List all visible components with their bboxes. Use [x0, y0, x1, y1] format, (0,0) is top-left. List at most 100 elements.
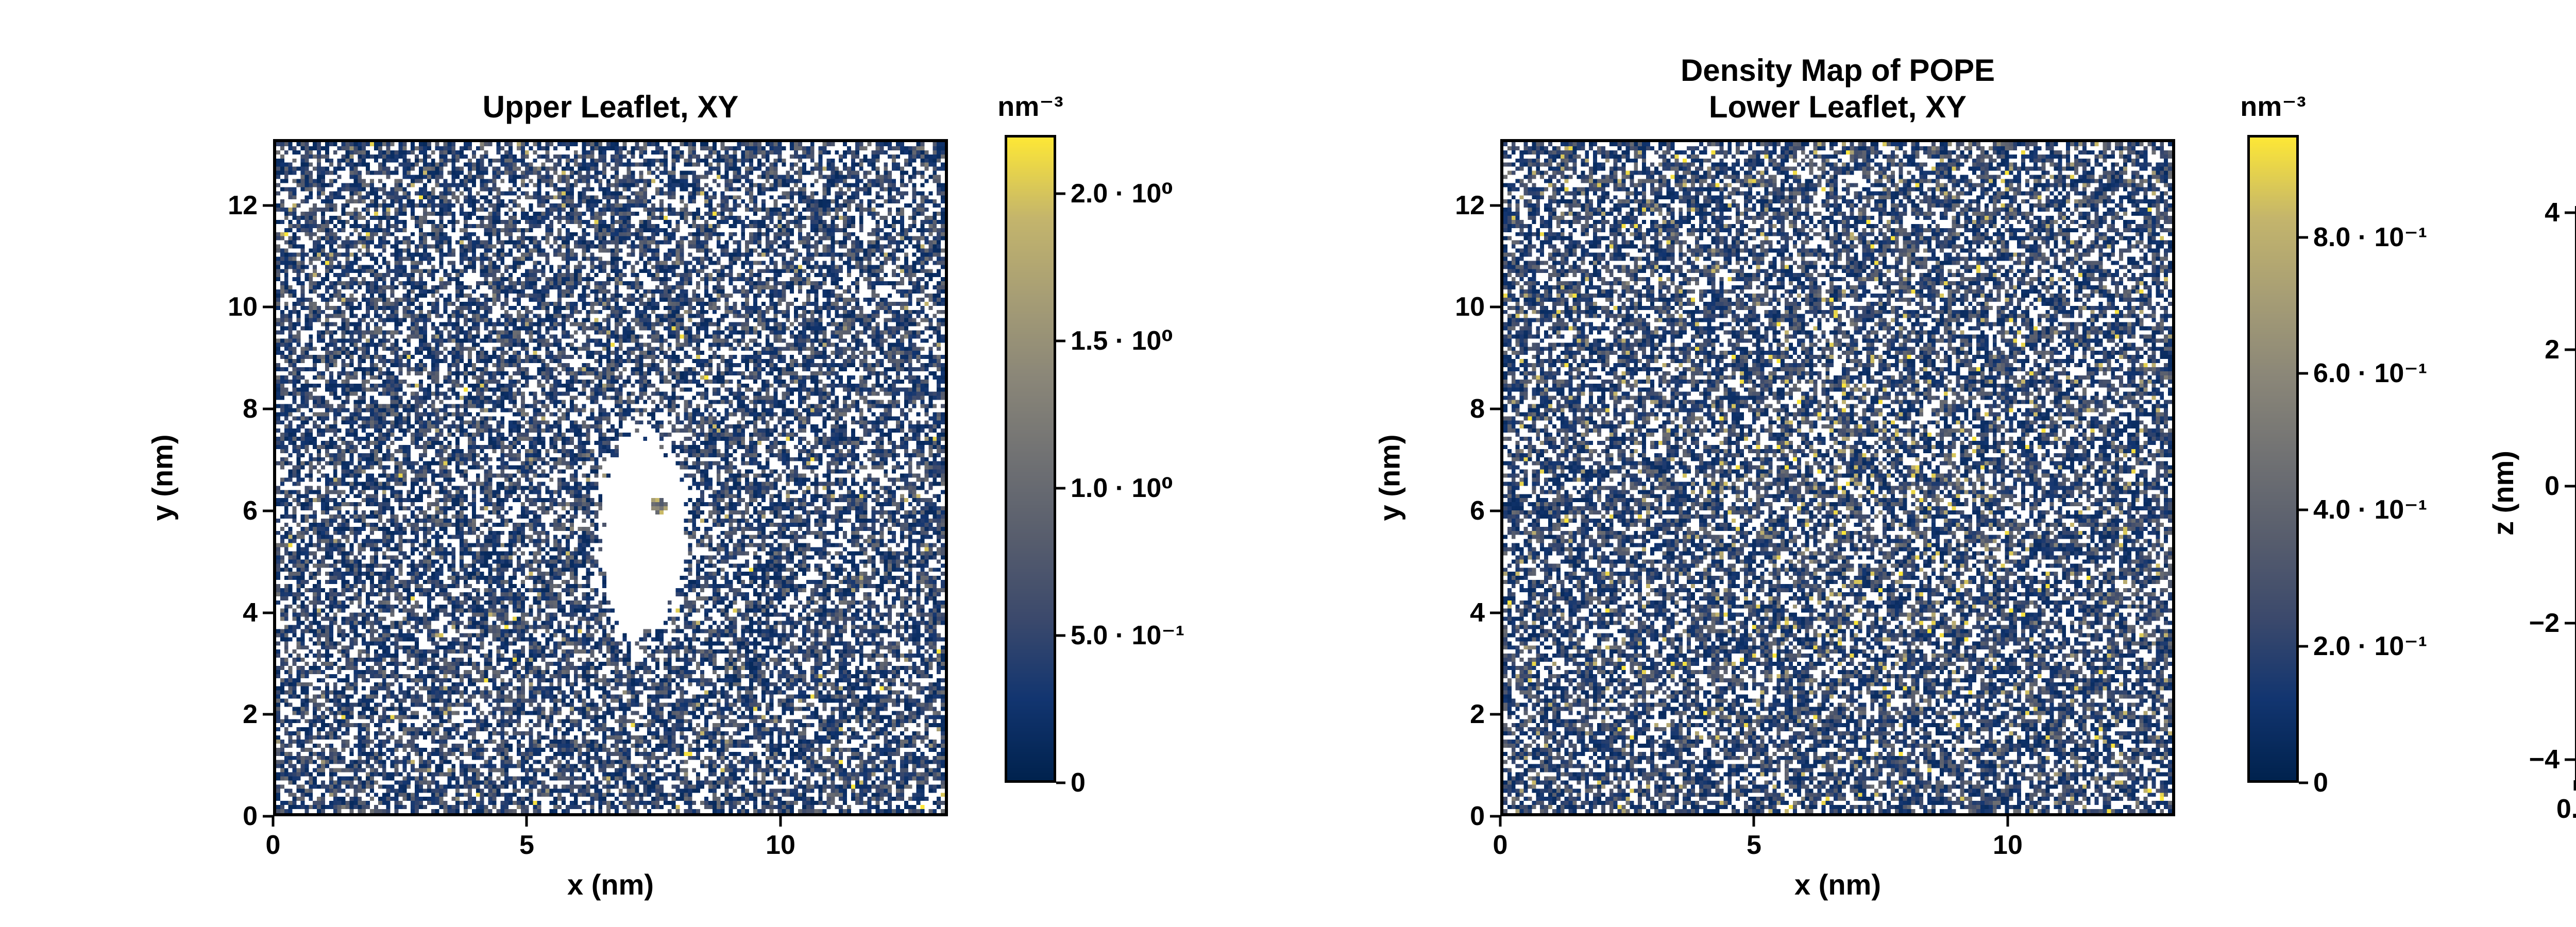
y-tick-label: 2 [1470, 699, 1485, 730]
density-heatmap-canvas [1503, 142, 2172, 813]
colorbar-tick-mark [2299, 508, 2308, 511]
y-axis-label: y (nm) [146, 434, 179, 521]
y-tick-mark [1490, 204, 1500, 207]
x-tick-label: 0 [1493, 830, 1508, 860]
colorbar-tick-mark [1056, 781, 1065, 784]
y-tick-mark [263, 407, 273, 410]
colorbar-tick-mark [1056, 634, 1065, 637]
colorbar-tick-mark [1056, 339, 1065, 342]
y-tick-label: 2 [243, 699, 258, 730]
y-tick-label: −2 [2529, 608, 2560, 638]
y-axis-label-wrap: y (nm) [1369, 139, 1410, 816]
colorbar-tick-label: 0 [1071, 768, 1086, 798]
plot-area [1500, 139, 2175, 816]
y-tick-label: 4 [2545, 198, 2560, 228]
colorbar-upper-leaflet: nm⁻³ 0 5.0 · 10⁻¹ 1.0 · 10⁰ 1.5 · 10⁰ 2.0 · … [997, 91, 1184, 798]
y-tick-mark [2565, 622, 2575, 625]
y-tick-label: −4 [2529, 745, 2560, 775]
colorbar-unit-label: nm⁻³ [997, 91, 1063, 122]
x-axis-label: x (nm) [1794, 868, 1881, 901]
y-tick-label: 10 [1455, 292, 1485, 322]
y-tick-mark [263, 204, 273, 207]
colorbar-tick-mark [1056, 192, 1065, 195]
colorbar-tick-mark [2299, 781, 2308, 784]
x-tick-mark [272, 816, 275, 827]
colorbar-tick-mark [1056, 487, 1065, 490]
y-tick-label: 0 [2545, 471, 2560, 502]
colorbar-tick-label: 6.0 · 10⁻¹ [2313, 358, 2428, 389]
y-tick-mark [1490, 407, 1500, 410]
colorbar-tick-label: 2.0 · 10⁻¹ [2313, 631, 2428, 662]
x-tick-label: 0.0 [2556, 794, 2576, 824]
plot-title: Upper Leaflet, XY [482, 90, 739, 125]
x-tick-mark [1499, 816, 1502, 827]
plot-title: Transversal View, YZ [2410, 156, 2576, 193]
colorbar-tick-label: 4.0 · 10⁻¹ [2313, 495, 2428, 525]
y-tick-label: 4 [1470, 597, 1485, 628]
y-tick-label: 8 [243, 394, 258, 424]
y-tick-mark [2565, 211, 2575, 214]
x-tick-label: 10 [766, 830, 795, 860]
x-tick-mark [2573, 780, 2576, 791]
plot-transversal-yz: Transversal View, YZ y (nm) z (nm) 0.02.… [2487, 198, 2576, 824]
y-tick-mark [263, 305, 273, 308]
plot-title: Density Map of POPE Lower Leaflet, XY [1680, 53, 1995, 125]
y-tick-mark [263, 815, 273, 818]
y-tick-mark [1490, 713, 1500, 716]
plot-lower-leaflet-xy: Density Map of POPE Lower Leaflet, XY x … [1374, 53, 2175, 901]
y-tick-label: 12 [228, 190, 258, 220]
y-tick-label: 6 [243, 495, 258, 526]
y-tick-label: 0 [243, 801, 258, 831]
colorbar-tick-label: 1.5 · 10⁰ [1071, 326, 1174, 356]
y-tick-label: 4 [243, 597, 258, 628]
colorbar-tick-label: 8.0 · 10⁻¹ [2313, 222, 2428, 252]
y-tick-mark [1490, 305, 1500, 308]
colorbar-gradient-canvas [1007, 138, 1054, 780]
colorbar-tick-label: 0 [2313, 768, 2328, 798]
colorbar-tick-label: 5.0 · 10⁻¹ [1071, 621, 1185, 651]
density-heatmap-canvas [276, 142, 945, 813]
y-tick-label: 8 [1470, 394, 1485, 424]
y-axis-label-wrap: y (nm) [142, 139, 183, 816]
x-tick-mark [525, 816, 528, 827]
colorbar-tick-mark [2299, 372, 2308, 375]
y-tick-mark [1490, 611, 1500, 614]
x-tick-mark [1752, 816, 1755, 827]
plot-upper-leaflet-xy: Upper Leaflet, XY x (nm) y (nm) 0 5 10 0 2 4 6… [146, 90, 948, 901]
x-tick-mark [779, 816, 782, 827]
y-tick-mark [263, 713, 273, 716]
colorbar-lower-leaflet: nm⁻³ 0 2.0 · 10⁻¹ 4.0 · 10⁻¹ 6.0 · 10⁻¹ 8.0 … [2240, 91, 2427, 798]
y-tick-mark [1490, 509, 1500, 512]
y-axis-label-wrap: z (nm) [2482, 206, 2523, 780]
y-axis-label: y (nm) [1373, 434, 1406, 521]
y-tick-mark [2565, 758, 2575, 761]
y-tick-mark [2565, 348, 2575, 351]
plot-area [2575, 206, 2576, 780]
y-tick-label: 2 [2545, 334, 2560, 365]
x-tick-label: 10 [1993, 830, 2023, 860]
colorbar-bar [2247, 135, 2299, 783]
y-tick-mark [1490, 815, 1500, 818]
plot-area [273, 139, 948, 816]
y-tick-label: 10 [228, 292, 258, 322]
x-tick-label: 5 [519, 830, 534, 860]
colorbar-bar [1005, 135, 1056, 783]
y-tick-label: 0 [1470, 801, 1485, 831]
y-tick-label: 6 [1470, 495, 1485, 526]
x-tick-mark [2006, 816, 2009, 827]
colorbar-tick-label: 2.0 · 10⁰ [1071, 179, 1174, 209]
x-tick-label: 0 [265, 830, 281, 860]
y-axis-label: z (nm) [2486, 451, 2519, 536]
colorbar-tick-label: 1.0 · 10⁰ [1071, 473, 1174, 504]
y-tick-mark [263, 611, 273, 614]
y-tick-label: 12 [1455, 190, 1485, 220]
x-tick-label: 5 [1747, 830, 1761, 860]
x-axis-label: x (nm) [567, 868, 654, 901]
colorbar-unit-label: nm⁻³ [2240, 91, 2306, 122]
colorbar-gradient-canvas [2250, 138, 2296, 780]
colorbar-tick-mark [2299, 236, 2308, 239]
colorbar-tick-mark [2299, 645, 2308, 648]
y-tick-mark [263, 509, 273, 512]
y-tick-mark [2565, 485, 2575, 488]
